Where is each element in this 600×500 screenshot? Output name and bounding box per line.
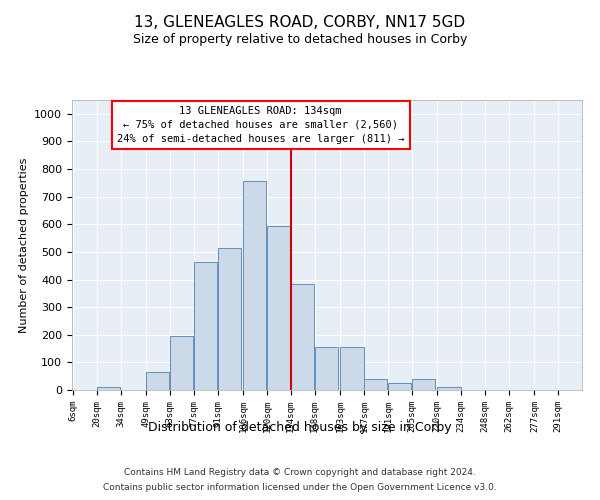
Bar [243, 182, 266, 390]
Text: Distribution of detached houses by size in Corby: Distribution of detached houses by size … [148, 421, 452, 434]
Bar [388, 383, 411, 390]
Text: 13, GLENEAGLES ROAD, CORBY, NN17 5GD: 13, GLENEAGLES ROAD, CORBY, NN17 5GD [134, 15, 466, 30]
Bar [267, 226, 290, 390]
Bar [218, 248, 241, 390]
Bar [412, 379, 435, 390]
Y-axis label: Number of detached properties: Number of detached properties [19, 158, 29, 332]
Text: 13 GLENEAGLES ROAD: 134sqm
← 75% of detached houses are smaller (2,560)
24% of s: 13 GLENEAGLES ROAD: 134sqm ← 75% of deta… [117, 106, 404, 144]
Bar [437, 387, 461, 390]
Bar [291, 284, 314, 390]
Bar [314, 347, 338, 390]
Bar [364, 379, 388, 390]
Bar [146, 372, 169, 390]
Text: Contains public sector information licensed under the Open Government Licence v3: Contains public sector information licen… [103, 483, 497, 492]
Text: Contains HM Land Registry data © Crown copyright and database right 2024.: Contains HM Land Registry data © Crown c… [124, 468, 476, 477]
Bar [170, 336, 193, 390]
Bar [194, 262, 217, 390]
Bar [340, 347, 364, 390]
Text: Size of property relative to detached houses in Corby: Size of property relative to detached ho… [133, 32, 467, 46]
Bar [97, 387, 120, 390]
